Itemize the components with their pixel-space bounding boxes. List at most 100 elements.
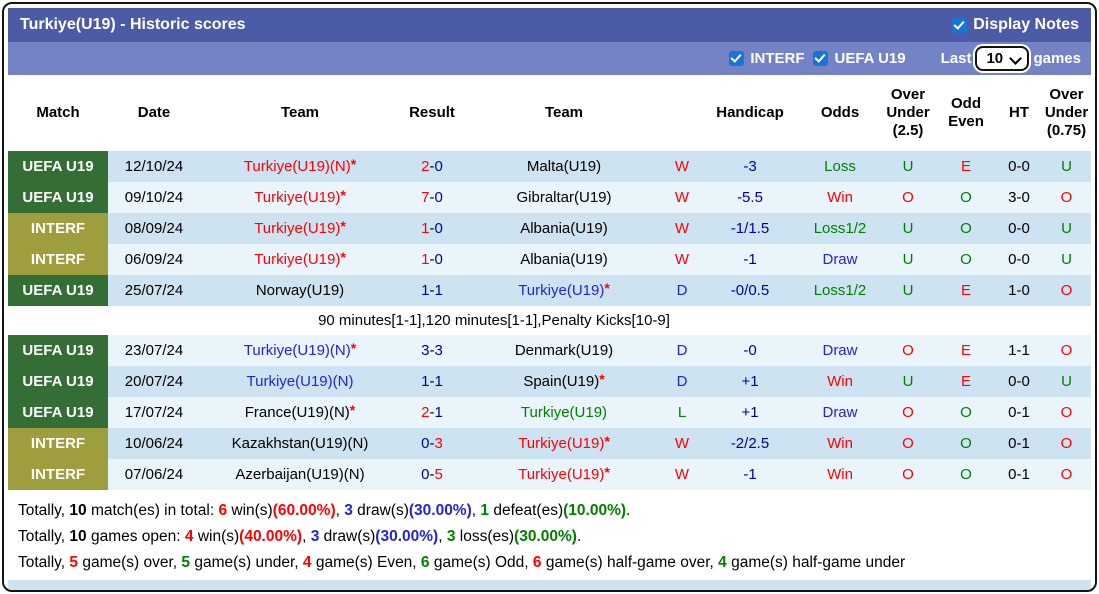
column-header: Over Under (2.5)	[880, 75, 936, 151]
result-score: 0-3	[421, 435, 443, 452]
league-badge: UEFA U19	[8, 366, 108, 397]
column-header: Team	[200, 75, 400, 151]
over-under-075: O	[1060, 342, 1073, 359]
summary-line: Totally, 10 games open: 4 win(s)(40.00%)…	[18, 528, 582, 545]
half-time-score: 1-0	[1008, 282, 1030, 299]
result-score: 0-5	[421, 466, 443, 483]
match-row: UEFA U19 17/07/24 France(U19)(N)* 2-1 Turkiy…	[8, 397, 1091, 428]
favorite-star-icon: *	[604, 433, 610, 449]
over-under-25: U	[902, 282, 914, 299]
column-header: Over Under (0.75)	[1042, 75, 1091, 151]
odds-result: Draw	[822, 342, 858, 359]
odd-even: O	[960, 220, 972, 237]
half-time-score: 1-1	[1008, 342, 1030, 359]
filter-bar: INTERF UEFA U19 Last 10 games	[8, 42, 1091, 75]
league-badge: UEFA U19	[8, 182, 108, 213]
odd-even: O	[960, 189, 972, 206]
column-header: Match	[8, 75, 108, 151]
over-under-075: U	[1061, 251, 1072, 268]
summary-line: Totally, 10 match(es) in total: 6 win(s)…	[18, 502, 631, 519]
half-time-score: 3-0	[1008, 189, 1030, 206]
odd-even: O	[960, 466, 972, 483]
over-under-075: U	[1061, 158, 1072, 175]
over-under-25: U	[902, 220, 914, 237]
win-draw-loss: D	[676, 373, 688, 390]
uefa-u19-label: UEFA U19	[834, 50, 906, 67]
away-team: Albania(U19)	[520, 220, 608, 237]
column-header	[664, 75, 700, 151]
display-notes-checkbox[interactable]	[952, 17, 968, 33]
handicap: -2/2.5	[730, 435, 770, 452]
handicap: -0	[743, 342, 757, 359]
over-under-25: O	[902, 435, 914, 452]
title-bar: Turkiye(U19) - Historic scores Display N…	[8, 8, 1091, 42]
uefa-u19-checkbox[interactable]	[813, 51, 829, 66]
handicap: -3	[743, 158, 757, 175]
result-score: 1-0	[421, 251, 443, 268]
league-badge: INTERF	[8, 213, 108, 244]
interf-checkbox[interactable]	[729, 51, 745, 66]
match-date: 20/07/24	[124, 373, 184, 390]
over-under-25: U	[902, 373, 914, 390]
odds-result: Draw	[822, 251, 858, 268]
league-badge: INTERF	[8, 244, 108, 275]
favorite-star-icon: *	[604, 280, 610, 296]
match-row: UEFA U19 23/07/24 Turkiye(U19)(N)* 3-3 Denma…	[8, 335, 1091, 366]
league-badge: INTERF	[8, 428, 108, 459]
summary: Totally, 10 match(es) in total: 6 win(s)…	[8, 490, 1091, 572]
win-draw-loss: W	[674, 251, 690, 268]
match-row: INTERF 10/06/24 Kazakhstan(U19)(N) 0-3 Turki…	[8, 428, 1091, 459]
away-team: Malta(U19)	[526, 158, 602, 175]
home-team: Norway(U19)	[255, 282, 345, 299]
odd-even: E	[960, 282, 971, 299]
interf-label: INTERF	[750, 50, 805, 67]
favorite-star-icon: *	[350, 340, 357, 356]
page-title: Turkiye(U19) - Historic scores	[20, 16, 246, 33]
over-under-075: O	[1060, 435, 1073, 452]
win-draw-loss: L	[677, 404, 687, 421]
odd-even: E	[960, 342, 971, 359]
favorite-star-icon: *	[340, 218, 346, 234]
favorite-star-icon: *	[604, 464, 610, 480]
over-under-25: O	[902, 466, 914, 483]
odds-result: Loss1/2	[813, 220, 867, 237]
over-under-25: O	[902, 189, 914, 206]
last-label: Last	[940, 50, 972, 67]
match-row: UEFA U19 09/10/24 Turkiye(U19)* 7-0 Gibralta…	[8, 182, 1091, 213]
match-date: 25/07/24	[124, 282, 184, 299]
match-date: 12/10/24	[124, 158, 184, 175]
league-badge: UEFA U19	[8, 151, 108, 182]
favorite-star-icon: *	[349, 402, 356, 418]
half-time-score: 0-0	[1008, 220, 1030, 237]
odd-even: O	[960, 404, 972, 421]
handicap: -0/0.5	[730, 282, 770, 299]
interf-filter-group: INTERF	[729, 50, 804, 67]
away-team: Turkiye(U19)*	[518, 464, 610, 483]
half-time-score: 0-1	[1008, 466, 1030, 483]
column-header: HT	[996, 75, 1042, 151]
odds-result: Draw	[822, 404, 858, 421]
win-draw-loss: W	[674, 189, 690, 206]
win-draw-loss: W	[674, 158, 690, 175]
favorite-star-icon: *	[599, 371, 605, 387]
historic-scores-table: Match Date Team Result Team Handicap Odds Over …	[8, 75, 1091, 490]
home-team: Turkiye(U19)(N)	[246, 373, 354, 390]
home-team: Turkiye(U19)(N)*	[243, 340, 357, 359]
odd-even: E	[960, 158, 971, 175]
win-draw-loss: W	[674, 435, 690, 452]
handicap: -5.5	[737, 189, 763, 206]
result-score: 1-0	[421, 220, 443, 237]
match-row: INTERF 08/09/24 Turkiye(U19)* 1-0 Albania(U1…	[8, 213, 1091, 244]
away-team: Turkiye(U19)	[520, 404, 608, 421]
half-time-score: 0-0	[1008, 251, 1030, 268]
last-games-select-wrap: 10	[975, 46, 1030, 71]
away-team: Spain(U19)*	[523, 371, 605, 390]
extra-time-note: 90 minutes[1-1],120 minutes[1-1],Penalty…	[8, 306, 1091, 335]
odds-result: Win	[827, 373, 853, 390]
column-header: Date	[108, 75, 200, 151]
last-games-select[interactable]: 10	[975, 46, 1030, 71]
match-table-body: UEFA U19 12/10/24 Turkiye(U19)(N)* 2-0 Malta…	[8, 151, 1091, 490]
handicap: -1/1.5	[730, 220, 770, 237]
column-header: Result	[400, 75, 464, 151]
match-date: 17/07/24	[124, 404, 184, 421]
